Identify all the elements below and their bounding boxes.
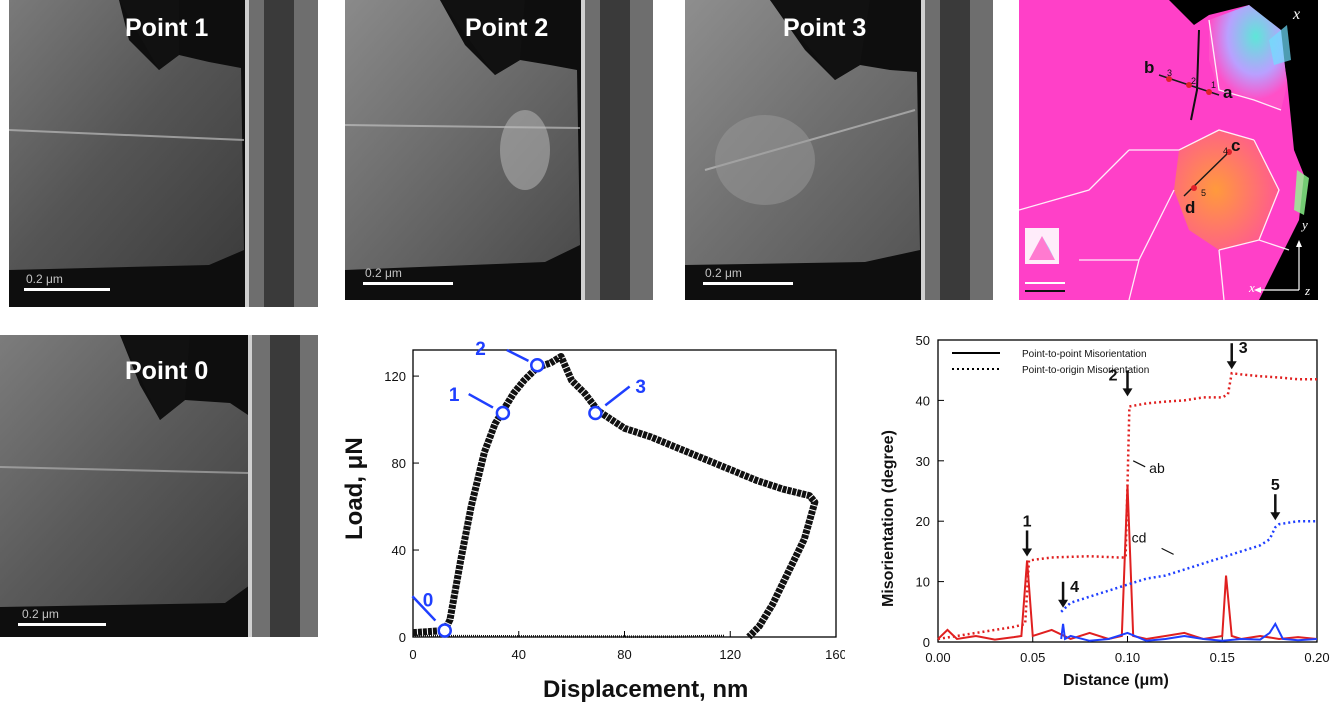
mis-annotation-curve-label: cd xyxy=(1132,529,1147,545)
scale-bar-point-1 xyxy=(24,288,110,291)
ebsd-orientation-map: x y x z b a c d 1 2 3 4 5 xyxy=(1019,0,1318,300)
ebsd-axis-x: x xyxy=(1249,280,1255,295)
mis-series-cd-solid xyxy=(1060,621,1318,642)
mis-annotation-arrowhead xyxy=(1270,512,1281,521)
panel-label-point-1: Point 1 xyxy=(125,14,209,42)
load-annotation-label: 3 xyxy=(635,377,646,398)
scale-bar-point-0 xyxy=(18,623,106,626)
mis-annotation-arrowhead xyxy=(1226,361,1237,370)
load-y-tick-label: 40 xyxy=(392,543,406,558)
load-x-tick-label: 0 xyxy=(409,647,416,662)
mis-x-tick-label: 0.15 xyxy=(1210,650,1235,665)
mis-x-tick-label: 0.20 xyxy=(1304,650,1329,665)
ebsd-label-c: c xyxy=(1231,136,1241,155)
mis-y-tick-label: 50 xyxy=(916,333,930,348)
tem-texture-point-0 xyxy=(0,335,318,637)
load-displacement-chart: 0 40 80 120 160 0 40 80 120 0 1 2 3 Displacement, n… xyxy=(341,339,845,703)
load-x-tick-label: 40 xyxy=(512,647,526,662)
ebsd-line-number-2: 2 xyxy=(1191,76,1197,86)
load-y-tick-label: 0 xyxy=(399,630,406,645)
mis-y-tick-label: 30 xyxy=(916,454,930,469)
load-annotation-marker xyxy=(437,623,452,638)
load-y-tick-label: 120 xyxy=(384,369,406,384)
mis-annotation-arrowhead xyxy=(1122,388,1133,397)
load-annotation-arrow xyxy=(506,348,530,362)
load-x-tick-label: 120 xyxy=(719,647,741,662)
mis-annotation-label: 4 xyxy=(1070,579,1079,596)
mis-y-tick-label: 10 xyxy=(916,575,930,590)
scale-label-point-1: 0.2 μm xyxy=(26,272,63,286)
load-annotation-arrow xyxy=(411,595,437,622)
ebsd-label-d: d xyxy=(1185,198,1196,217)
load-series-curve xyxy=(412,353,819,640)
ebsd-line-number-5: 5 xyxy=(1201,188,1207,198)
mis-series-cd-dotted xyxy=(1060,519,1317,613)
load-annotation-marker xyxy=(495,405,511,421)
mis-y-tick-label: 20 xyxy=(916,514,930,529)
mis-annotation-label: 5 xyxy=(1271,477,1280,494)
mis-series-ab-dotted xyxy=(937,371,1317,641)
ebsd-line-number-1: 1 xyxy=(1211,80,1217,90)
mis-y-tick-label: 0 xyxy=(923,635,930,650)
load-series-curve xyxy=(412,634,725,638)
tem-image-point-1: Point 1 0.2 μm xyxy=(9,0,318,307)
misorientation-chart: 0.00 0.05 0.10 0.15 0.20 0 10 20 30 40 50 1 2 3 4 5 ab c… xyxy=(880,333,1330,689)
load-annotation-label: 2 xyxy=(475,339,486,360)
scale-label-point-0: 0.2 μm xyxy=(22,607,59,621)
mis-x-axis-label: Distance (μm) xyxy=(1063,672,1169,689)
mis-annotation-leader xyxy=(1161,547,1174,555)
mis-x-tick-label: 0.00 xyxy=(925,650,950,665)
mis-annotation-arrowhead xyxy=(1022,548,1033,557)
ebsd-label-b: b xyxy=(1144,58,1155,77)
mis-data-layer: 1 2 3 4 5 ab cd xyxy=(937,340,1318,642)
mis-series-ab-solid xyxy=(937,484,1318,641)
load-annotation-arrow xyxy=(604,385,631,407)
load-annotation-label: 1 xyxy=(449,385,460,406)
tem-image-point-2: Point 2 0.2 μm xyxy=(345,0,653,300)
scale-label-point-3: 0.2 μm xyxy=(705,266,742,280)
load-annotation-label: 0 xyxy=(423,590,434,611)
ebsd-line-number-3: 3 xyxy=(1167,68,1173,78)
mis-axes: 0.00 0.05 0.10 0.15 0.20 0 10 20 30 40 50 xyxy=(916,333,1330,665)
tem-image-point-3: Point 3 0.2 μm xyxy=(685,0,993,300)
scale-bar-point-2 xyxy=(363,282,453,285)
mis-annotation-label: 2 xyxy=(1109,367,1118,384)
scale-label-point-2: 0.2 μm xyxy=(365,266,402,280)
load-y-tick-label: 80 xyxy=(392,456,406,471)
tem-texture-point-2 xyxy=(345,0,653,300)
tem-texture-point-1 xyxy=(9,0,318,307)
mis-x-tick-label: 0.05 xyxy=(1020,650,1045,665)
panel-label-point-0: Point 0 xyxy=(125,357,209,385)
load-annotation-marker xyxy=(588,405,603,421)
tem-texture-point-3 xyxy=(685,0,993,300)
ebsd-axis-y: y xyxy=(1302,217,1308,232)
mis-annotation-leader xyxy=(1132,460,1146,468)
mis-y-tick-label: 40 xyxy=(916,393,930,408)
mis-annotation-arrowhead xyxy=(1058,599,1069,608)
load-axes: 0 40 80 120 160 0 40 80 120 xyxy=(384,369,845,662)
ebsd-map-graphic xyxy=(1019,0,1318,300)
load-x-tick-label: 160 xyxy=(825,647,845,662)
legend-item-point-to-point: Point-to-point Misorientation xyxy=(1022,349,1147,360)
legend-item-point-to-origin: Point-to-origin Misorientation xyxy=(1022,365,1149,376)
ebsd-line-number-4: 4 xyxy=(1223,146,1229,156)
panel-label-point-3: Point 3 xyxy=(783,14,867,42)
mis-annotation-curve-label: ab xyxy=(1149,460,1165,476)
ebsd-axis-z: z xyxy=(1305,283,1311,298)
mis-annotation-label: 1 xyxy=(1023,513,1032,530)
load-annotation-marker xyxy=(530,357,545,373)
load-x-axis-label: Displacement, nm xyxy=(543,676,748,703)
ebsd-axis-x-top: x xyxy=(1293,6,1301,23)
mis-annotation-label: 3 xyxy=(1239,340,1248,357)
panel-label-point-2: Point 2 xyxy=(465,14,549,42)
load-data-layer: 0 1 2 3 xyxy=(411,339,819,640)
load-y-axis-label: Load, μN xyxy=(341,437,368,540)
load-annotation-arrow xyxy=(468,392,494,409)
scale-bar-point-3 xyxy=(703,282,793,285)
mis-y-axis-label: Misorientation (degree) xyxy=(880,430,897,607)
ebsd-label-a: a xyxy=(1223,83,1233,102)
tem-image-point-0: Point 0 0.2 μm xyxy=(0,335,318,637)
load-x-tick-label: 80 xyxy=(617,647,631,662)
mis-x-tick-label: 0.10 xyxy=(1115,650,1140,665)
